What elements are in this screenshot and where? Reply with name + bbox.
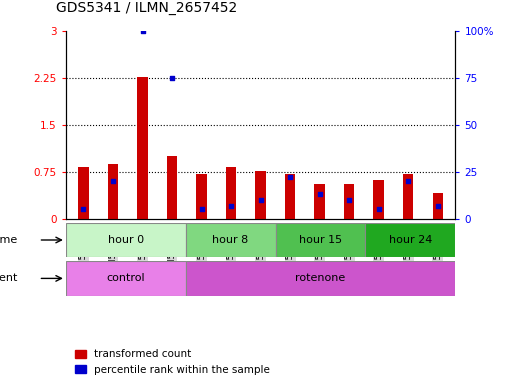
- Point: [374, 207, 382, 213]
- Point: [138, 28, 146, 34]
- Text: hour 15: hour 15: [298, 235, 341, 245]
- Bar: [284, 174, 295, 219]
- FancyBboxPatch shape: [185, 223, 275, 257]
- Text: hour 8: hour 8: [212, 235, 248, 245]
- Point: [285, 174, 293, 180]
- Bar: [314, 184, 324, 219]
- Point: [315, 191, 323, 197]
- Bar: [225, 167, 236, 219]
- Point: [227, 203, 235, 209]
- Bar: [343, 184, 354, 219]
- Point: [168, 74, 176, 81]
- Point: [433, 203, 441, 209]
- FancyBboxPatch shape: [365, 223, 455, 257]
- Point: [256, 197, 264, 203]
- Point: [79, 207, 87, 213]
- Point: [197, 207, 205, 213]
- FancyBboxPatch shape: [66, 223, 185, 257]
- Bar: [196, 174, 207, 219]
- Text: GDS5341 / ILMN_2657452: GDS5341 / ILMN_2657452: [56, 2, 236, 15]
- Text: hour 24: hour 24: [388, 235, 431, 245]
- Point: [109, 178, 117, 184]
- Bar: [402, 174, 413, 219]
- FancyBboxPatch shape: [185, 261, 454, 296]
- FancyBboxPatch shape: [66, 261, 185, 296]
- Bar: [432, 192, 442, 219]
- Bar: [373, 180, 383, 219]
- Bar: [108, 164, 118, 219]
- FancyBboxPatch shape: [275, 223, 365, 257]
- Bar: [78, 167, 88, 219]
- Bar: [255, 171, 265, 219]
- Text: rotenone: rotenone: [295, 273, 345, 283]
- Text: agent: agent: [0, 273, 18, 283]
- Text: control: control: [106, 273, 145, 283]
- Point: [403, 178, 412, 184]
- Point: [344, 197, 352, 203]
- Text: hour 0: hour 0: [108, 235, 143, 245]
- Bar: [167, 156, 177, 219]
- Text: time: time: [0, 235, 18, 245]
- Bar: [137, 76, 147, 219]
- Legend: transformed count, percentile rank within the sample: transformed count, percentile rank withi…: [71, 345, 273, 379]
